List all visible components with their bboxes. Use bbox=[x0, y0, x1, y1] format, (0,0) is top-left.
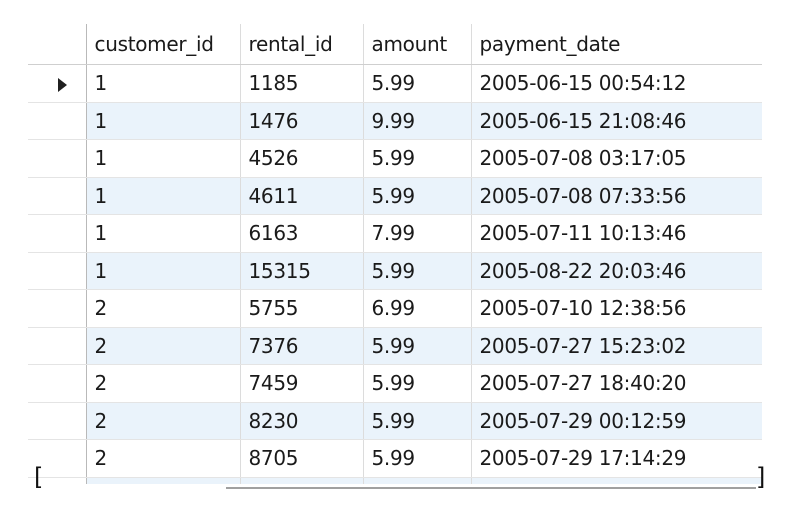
row-header[interactable] bbox=[28, 252, 87, 290]
table-row[interactable]: 1 4611 5.99 2005-07-08 07:33:56 bbox=[28, 177, 762, 215]
cell-payment-date[interactable]: 2005-07-11 10:13:46 bbox=[471, 214, 762, 253]
row-header[interactable] bbox=[28, 439, 87, 478]
cell-customer-id[interactable]: 2 bbox=[86, 364, 241, 403]
right-bracket: ] bbox=[756, 463, 766, 491]
cell-payment-date[interactable]: 2005-07-08 07:33:56 bbox=[471, 177, 762, 215]
cell-rental-id[interactable]: 9236 bbox=[240, 477, 364, 484]
cell-payment-date[interactable]: 2005-06-15 21:08:46 bbox=[471, 102, 762, 140]
cell-customer-id[interactable]: 1 bbox=[86, 177, 241, 215]
cell-amount[interactable]: 6.99 bbox=[363, 289, 472, 328]
cell-rental-id[interactable]: 6163 bbox=[240, 214, 364, 253]
cell-customer-id[interactable]: 1 bbox=[86, 102, 241, 140]
cell-rental-id[interactable]: 15315 bbox=[240, 252, 364, 290]
cell-rental-id[interactable]: 1476 bbox=[240, 102, 364, 140]
cell-amount[interactable]: 5.99 bbox=[363, 177, 472, 215]
row-header[interactable] bbox=[28, 177, 87, 215]
row-header[interactable] bbox=[28, 214, 87, 253]
table-row[interactable]: 1 1476 9.99 2005-06-15 21:08:46 bbox=[28, 102, 762, 140]
cell-rental-id[interactable]: 1185 bbox=[240, 64, 364, 103]
table-row[interactable]: 1 6163 7.99 2005-07-11 10:13:46 bbox=[28, 214, 762, 253]
table-row[interactable]: 1 4526 5.99 2005-07-08 03:17:05 bbox=[28, 139, 762, 178]
cell-customer-id[interactable]: 2 bbox=[86, 327, 241, 365]
cell-customer-id[interactable]: 1 bbox=[86, 64, 241, 103]
table-row[interactable]: 1 1185 5.99 2005-06-15 00:54:12 bbox=[28, 64, 762, 103]
cell-payment-date[interactable]: 2005-06-15 00:54:12 bbox=[471, 64, 762, 103]
cell-rental-id[interactable]: 5755 bbox=[240, 289, 364, 328]
cell-rental-id[interactable]: 7376 bbox=[240, 327, 364, 365]
table-row[interactable]: 2 8230 5.99 2005-07-29 00:12:59 bbox=[28, 402, 762, 440]
column-header-payment-date[interactable]: payment_date bbox=[471, 24, 762, 65]
row-header[interactable] bbox=[28, 327, 87, 365]
column-header-rental-id[interactable]: rental_id bbox=[240, 24, 364, 65]
cell-customer-id[interactable]: 2 bbox=[86, 439, 241, 478]
arrow-right-icon bbox=[58, 77, 68, 92]
cell-payment-date[interactable]: 2005-07-10 12:38:56 bbox=[471, 289, 762, 328]
table-body: 1 1185 5.99 2005-06-15 00:54:12 1 1476 9… bbox=[28, 64, 762, 484]
cell-amount[interactable]: 7.99 bbox=[363, 214, 472, 253]
table-row[interactable]: 2 7376 5.99 2005-07-27 15:23:02 bbox=[28, 327, 762, 365]
column-header-amount[interactable]: amount bbox=[363, 24, 472, 65]
cell-customer-id[interactable]: 1 bbox=[86, 214, 241, 253]
header-row: customer_id rental_id amount payment_dat… bbox=[28, 24, 762, 65]
table-row[interactable]: 2 7459 5.99 2005-07-27 18:40:20 bbox=[28, 364, 762, 403]
cell-customer-id[interactable]: 2 bbox=[86, 289, 241, 328]
row-header[interactable] bbox=[28, 289, 87, 328]
cell-customer-id[interactable]: 1 bbox=[86, 139, 241, 178]
table-row[interactable]: 2 5755 6.99 2005-07-10 12:38:56 bbox=[28, 289, 762, 328]
cell-rental-id[interactable]: 4526 bbox=[240, 139, 364, 178]
column-header-customer-id[interactable]: customer_id bbox=[86, 24, 241, 65]
table-row[interactable]: 1 15315 5.99 2005-08-22 20:03:46 bbox=[28, 252, 762, 290]
cell-customer-id[interactable]: 2 bbox=[86, 477, 241, 484]
cell-rental-id[interactable]: 7459 bbox=[240, 364, 364, 403]
result-table: customer_id rental_id amount payment_dat… bbox=[28, 24, 762, 484]
row-header[interactable] bbox=[28, 64, 87, 103]
cell-amount[interactable]: 5.99 bbox=[363, 139, 472, 178]
cell-amount[interactable]: 5.99 bbox=[363, 327, 472, 365]
cell-customer-id[interactable]: 1 bbox=[86, 252, 241, 290]
row-header[interactable] bbox=[28, 139, 87, 178]
cell-payment-date[interactable]: 2005-07-27 15:23:02 bbox=[471, 327, 762, 365]
row-header[interactable] bbox=[28, 102, 87, 140]
cell-amount[interactable]: 5.99 bbox=[363, 64, 472, 103]
cell-amount[interactable]: 9.99 bbox=[363, 102, 472, 140]
cell-payment-date[interactable]: 2005-07-29 00:12:59 bbox=[471, 402, 762, 440]
cell-rental-id[interactable]: 4611 bbox=[240, 177, 364, 215]
cell-amount[interactable]: 5.99 bbox=[363, 252, 472, 290]
corner-cell[interactable] bbox=[28, 24, 87, 65]
cell-payment-date[interactable]: 2005-08-22 20:03:46 bbox=[471, 252, 762, 290]
cell-rental-id[interactable]: 8705 bbox=[240, 439, 364, 478]
row-header[interactable] bbox=[28, 477, 87, 484]
cell-payment-date[interactable]: 2005-07-30 13:47:43 bbox=[471, 477, 762, 484]
grid-bottom-divider bbox=[226, 487, 756, 489]
row-header[interactable] bbox=[28, 364, 87, 403]
cell-payment-date[interactable]: 2005-07-27 18:40:20 bbox=[471, 364, 762, 403]
table-row[interactable]: 2 9236 10.99 2005-07-30 13:47:43 bbox=[28, 477, 762, 484]
cell-amount[interactable]: 5.99 bbox=[363, 364, 472, 403]
cell-amount[interactable]: 5.99 bbox=[363, 439, 472, 478]
cell-payment-date[interactable]: 2005-07-29 17:14:29 bbox=[471, 439, 762, 478]
left-bracket: [ bbox=[34, 463, 44, 491]
cell-amount[interactable]: 10.99 bbox=[363, 477, 472, 484]
cell-payment-date[interactable]: 2005-07-08 03:17:05 bbox=[471, 139, 762, 178]
cell-customer-id[interactable]: 2 bbox=[86, 402, 241, 440]
cell-amount[interactable]: 5.99 bbox=[363, 402, 472, 440]
table-row[interactable]: 2 8705 5.99 2005-07-29 17:14:29 bbox=[28, 439, 762, 478]
result-grid: customer_id rental_id amount payment_dat… bbox=[28, 24, 762, 484]
cell-rental-id[interactable]: 8230 bbox=[240, 402, 364, 440]
row-header[interactable] bbox=[28, 402, 87, 440]
